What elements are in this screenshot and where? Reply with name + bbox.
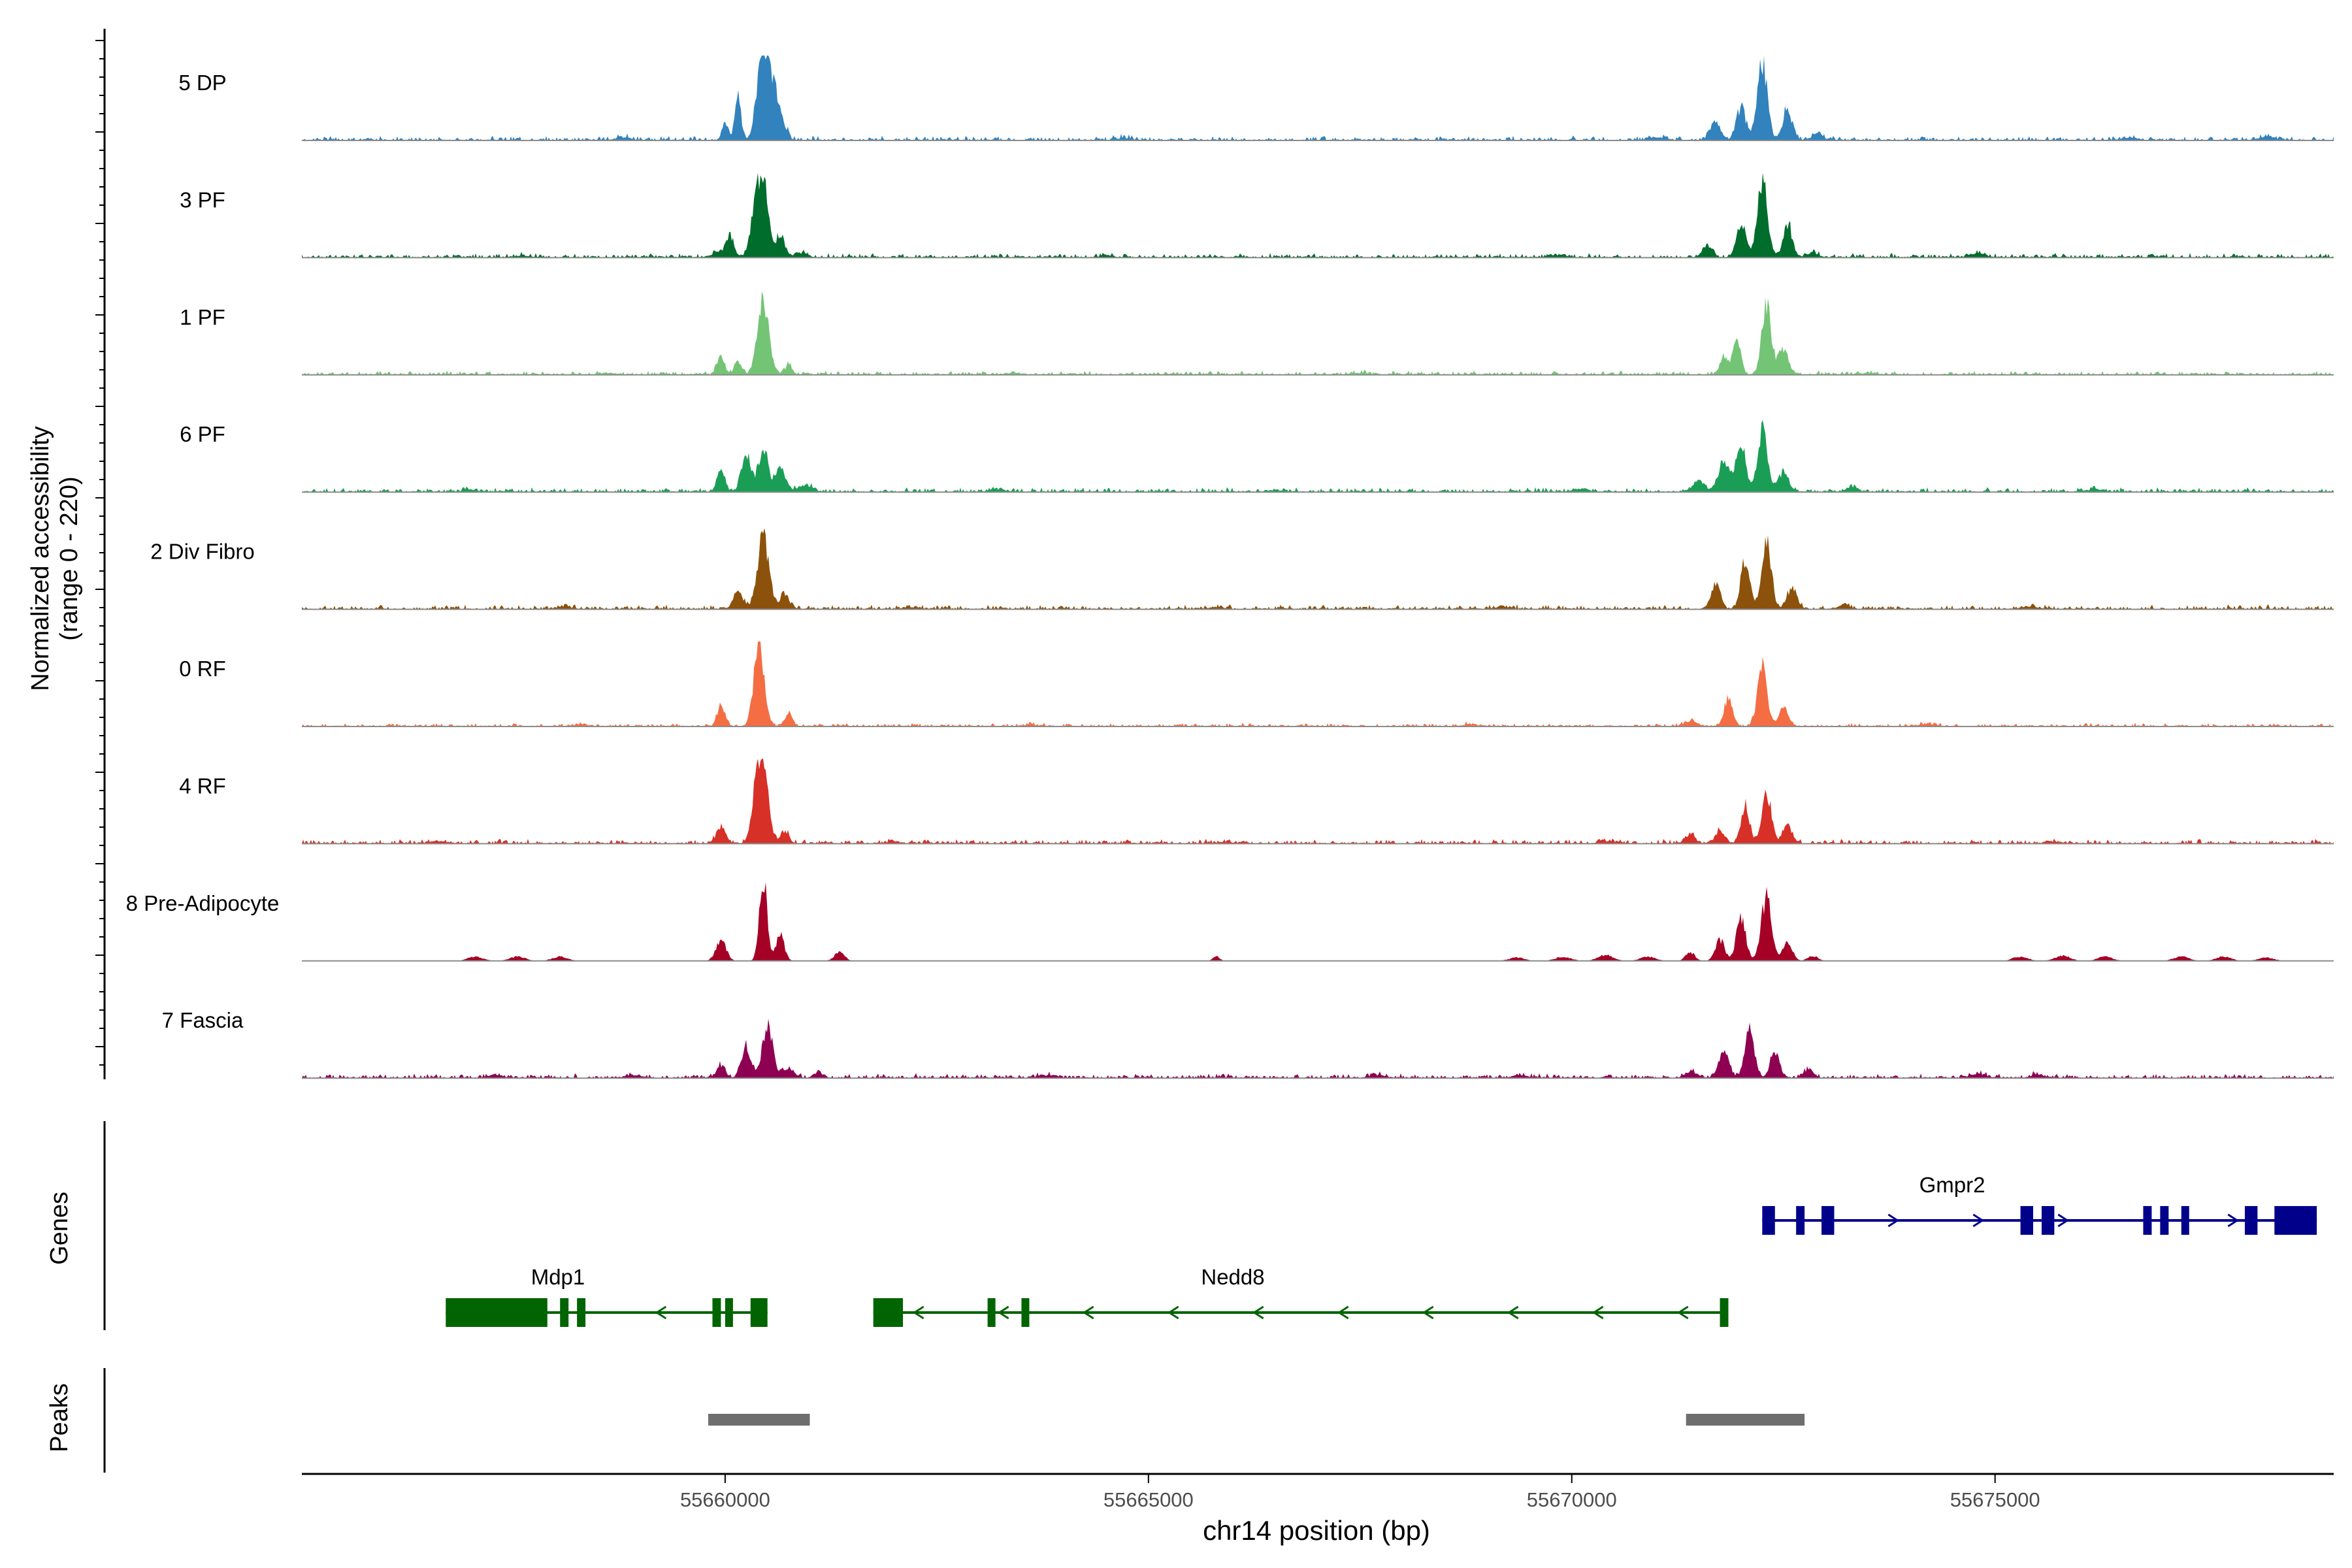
track-4-rf: 4 RF [179,759,2334,845]
strand-arrow [1167,1305,1179,1320]
exon [873,1298,904,1327]
track-label: 2 Div Fibro [150,540,255,564]
track-label: 6 PF [180,422,225,446]
track-5-dp: 5 DP [178,56,2334,141]
gene-label: Mdp1 [531,1265,585,1289]
exon [1720,1298,1729,1327]
exon [750,1298,768,1327]
x-axis: 55660000 55665000 55670000 55675000 [302,1473,2334,1511]
strand-arrow [912,1305,924,1320]
track-2-div-fibro: 2 Div Fibro [150,528,2334,610]
x-tick-label: 55670000 [1527,1488,1617,1511]
x-axis-label: chr14 position (bp) [1203,1515,1430,1546]
gene-nedd8: Nedd8 [873,1265,1729,1327]
exon [987,1298,996,1327]
y-axis-label-line2: (range 0 - 220) [56,476,83,640]
strand-arrow [1507,1305,1519,1320]
track-7-fascia: 7 Fascia [162,1008,2334,1079]
strand-arrow [2057,1213,2070,1228]
track-label: 1 PF [180,305,225,329]
track-label: 4 RF [179,774,226,798]
exon [2020,1206,2033,1235]
exon [712,1298,721,1327]
strand-arrow [1082,1305,1094,1320]
strand-arrow [1972,1213,1985,1228]
strand-arrow [1337,1305,1349,1320]
track-1-pf: 1 PF [180,291,2334,376]
exon [1796,1206,1805,1235]
exon [1021,1298,1030,1327]
strand-arrow [1887,1213,1900,1228]
peaks-track [103,1368,1805,1473]
exon [2041,1206,2055,1235]
exon [2143,1206,2152,1235]
strand-arrow [997,1305,1009,1320]
track-3-pf: 3 PF [180,172,2334,259]
exon [2160,1206,2169,1235]
track-label: 3 PF [180,188,225,212]
x-tick-label: 55675000 [1950,1488,2040,1511]
strand-arrow [2227,1213,2240,1228]
track-label: 0 RF [179,657,226,681]
strand-arrow [1252,1305,1264,1320]
x-tick-label: 55665000 [1103,1488,1194,1511]
accessibility-y-axis [95,29,106,1079]
gene-label: Nedd8 [1201,1265,1264,1289]
track-label: 8 Pre-Adipocyte [126,891,280,915]
strand-arrow [1422,1305,1434,1320]
genes-panel-label: Genes [46,1192,73,1265]
track-0-rf: 0 RF [179,642,2334,727]
strand-arrow [1676,1305,1689,1320]
strand-arrow [655,1305,667,1320]
peaks-panel-label: Peaks [46,1383,73,1452]
y-axis-label-line1: Normalized accessibility [27,426,54,691]
peak-region [1686,1414,1805,1426]
strand-arrow [1592,1305,1604,1320]
x-tick-label: 55660000 [680,1488,770,1511]
exon [2274,1206,2317,1235]
peak-region [708,1414,810,1426]
exon [446,1298,547,1327]
track-label: 7 Fascia [162,1008,244,1032]
exon [1762,1206,1775,1235]
coverage-tracks: 5 DP 3 PF 1 PF 6 PF 2 Div Fibro 0 RF 4 RF 8 Pre… [126,56,2334,1079]
track-6-pf: 6 PF [180,419,2334,493]
track-8-pre-adipocyte: 8 Pre-Adipocyte [126,882,2334,962]
gene-label: Gmpr2 [1919,1173,1985,1197]
exon [577,1298,586,1327]
gene-gmpr2: Gmpr2 [1762,1173,2317,1235]
exon [2244,1206,2258,1235]
exon [1821,1206,1835,1235]
exon [725,1298,733,1327]
exon [2181,1206,2189,1235]
gene-mdp1: Mdp1 [446,1265,768,1327]
genes-track: Gmpr2 Mdp1 Nedd8 [103,1121,2317,1330]
track-label: 5 DP [178,71,226,95]
exon [560,1298,569,1327]
